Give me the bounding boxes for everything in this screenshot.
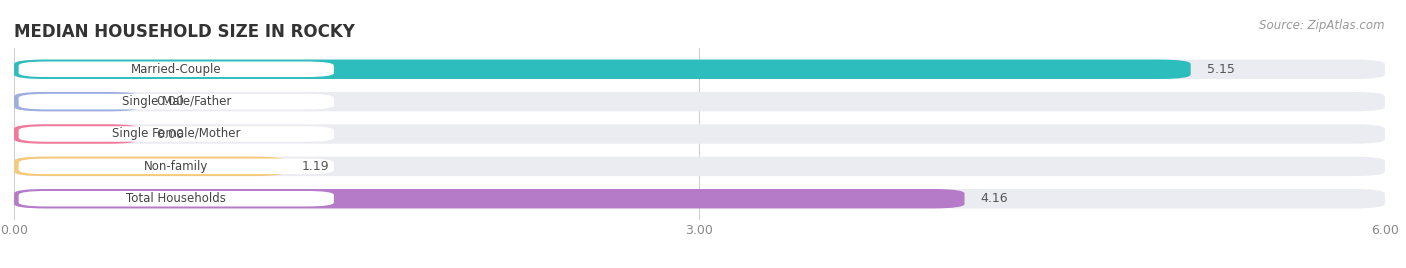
FancyBboxPatch shape (14, 92, 139, 111)
FancyBboxPatch shape (14, 92, 1385, 111)
Text: Married-Couple: Married-Couple (131, 63, 222, 76)
FancyBboxPatch shape (18, 94, 335, 109)
FancyBboxPatch shape (14, 59, 1191, 79)
Text: 4.16: 4.16 (980, 192, 1008, 205)
Text: Single Male/Father: Single Male/Father (121, 95, 231, 108)
FancyBboxPatch shape (18, 126, 335, 142)
Text: 1.19: 1.19 (302, 160, 329, 173)
FancyBboxPatch shape (14, 189, 965, 209)
FancyBboxPatch shape (14, 157, 285, 176)
Text: 0.00: 0.00 (156, 128, 184, 140)
Text: Total Households: Total Households (127, 192, 226, 205)
FancyBboxPatch shape (18, 191, 335, 206)
Text: Source: ZipAtlas.com: Source: ZipAtlas.com (1260, 19, 1385, 32)
Text: MEDIAN HOUSEHOLD SIZE IN ROCKY: MEDIAN HOUSEHOLD SIZE IN ROCKY (14, 23, 354, 41)
FancyBboxPatch shape (14, 59, 1385, 79)
FancyBboxPatch shape (14, 157, 1385, 176)
Text: Non-family: Non-family (143, 160, 208, 173)
FancyBboxPatch shape (14, 189, 1385, 209)
FancyBboxPatch shape (18, 159, 335, 174)
FancyBboxPatch shape (18, 62, 335, 77)
FancyBboxPatch shape (14, 124, 1385, 144)
Text: 0.00: 0.00 (156, 95, 184, 108)
Text: Single Female/Mother: Single Female/Mother (112, 128, 240, 140)
FancyBboxPatch shape (14, 124, 139, 144)
Text: 5.15: 5.15 (1206, 63, 1234, 76)
